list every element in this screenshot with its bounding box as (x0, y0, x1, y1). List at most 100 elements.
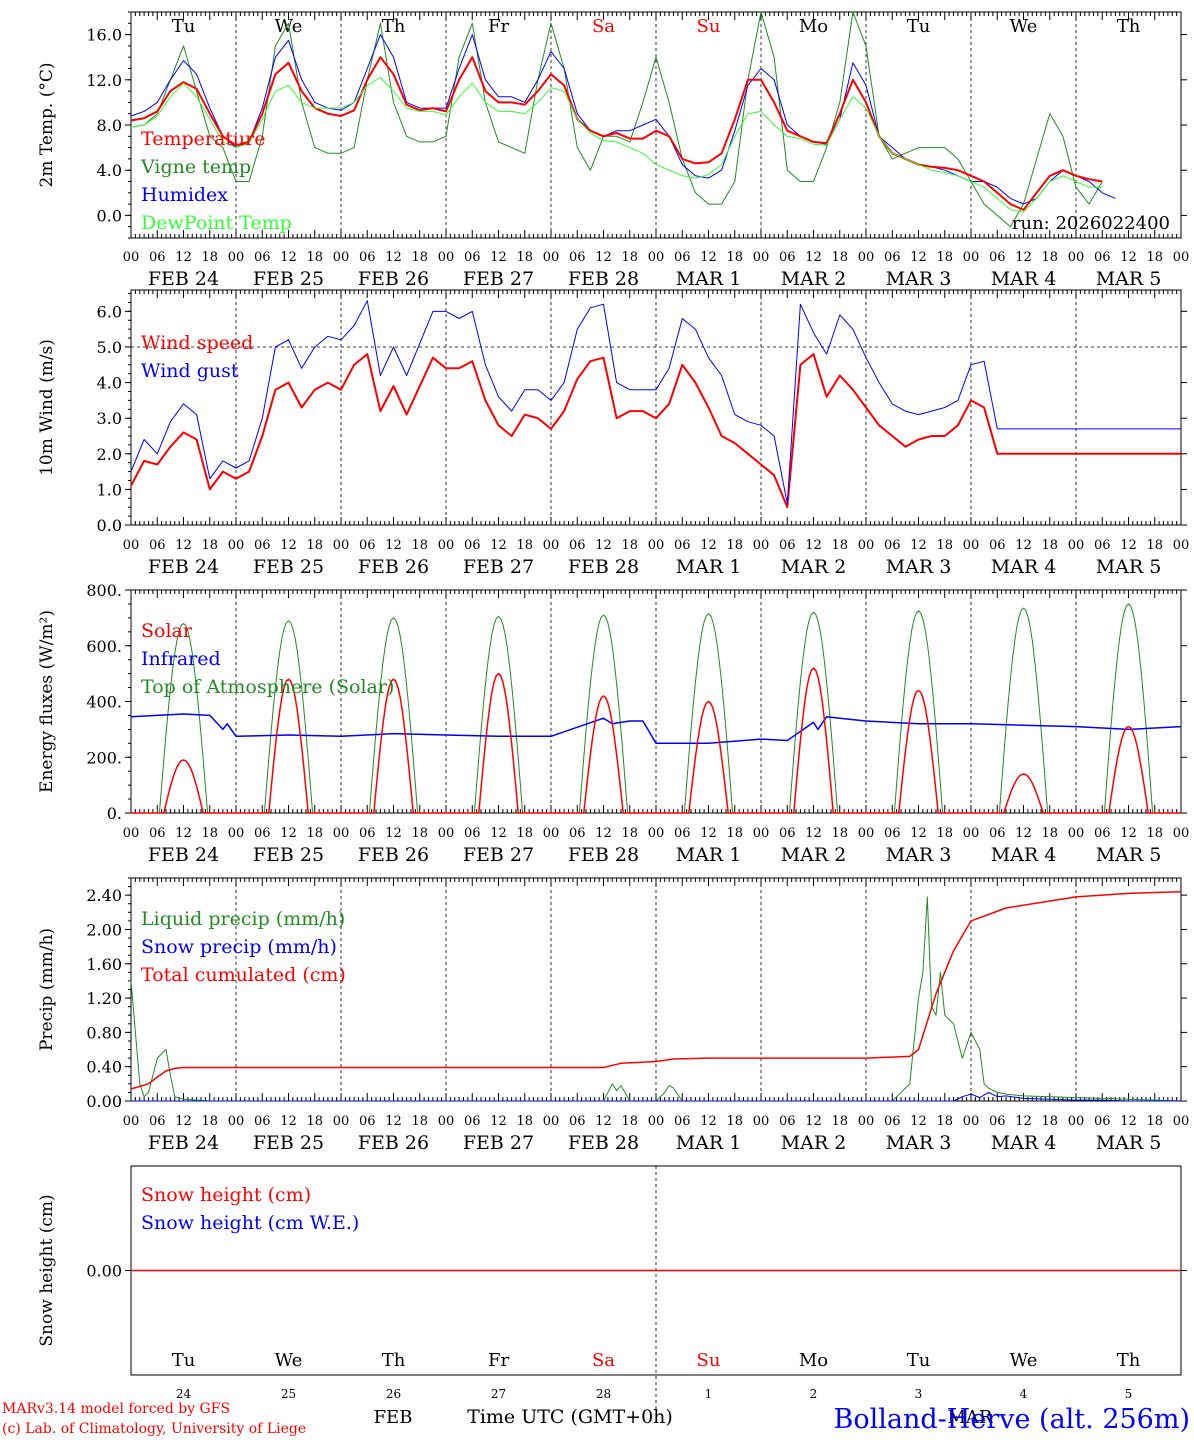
hour-label: 06 (359, 1114, 376, 1129)
station-title: Bolland-Herve (alt. 256m) (834, 1404, 1190, 1435)
hour-label: 00 (1068, 538, 1085, 553)
date-label: FEB 27 (463, 1132, 534, 1154)
hour-label: 00 (1173, 538, 1190, 553)
hour-label: 00 (333, 538, 350, 553)
hour-label: 00 (648, 538, 665, 553)
hour-label: 18 (621, 250, 638, 265)
hour-label: 00 (228, 250, 245, 265)
y-tick-label: 1.60 (86, 955, 122, 974)
legend-entry: Snow height (cm W.E.) (141, 1212, 359, 1234)
series-line (130, 300, 1181, 505)
date-label: FEB 26 (358, 556, 429, 578)
credit-line: MARv3.14 model forced by GFS (2, 1401, 230, 1417)
hour-label: 18 (621, 826, 638, 841)
panel-wind: 0.0 1.0 2.0 3.0 4.0 5.0 6.0 10m Wind (m/s) 00 06 1… (37, 289, 1190, 578)
hour-label: 06 (359, 826, 376, 841)
hour-label: 00 (1068, 826, 1085, 841)
hour-label: 18 (516, 250, 533, 265)
hour-label: 00 (753, 250, 770, 265)
series-line (130, 77, 1103, 213)
hour-label: 12 (1015, 1114, 1032, 1129)
hour-label: 06 (674, 538, 691, 553)
legend-entry: Solar (141, 620, 193, 642)
hour-label: 12 (1120, 250, 1137, 265)
hour-label: 18 (1041, 538, 1058, 553)
hour-label: 00 (648, 1114, 665, 1129)
y-tick-label: 8.0 (97, 116, 122, 135)
hour-label: 00 (963, 538, 980, 553)
hour-label: 06 (779, 826, 796, 841)
hour-label: 06 (149, 826, 166, 841)
hour-label: 12 (490, 826, 507, 841)
hour-label: 18 (936, 538, 953, 553)
hour-label: 12 (910, 538, 927, 553)
series-line (130, 353, 1181, 509)
date-label: FEB 28 (568, 844, 639, 866)
hour-label: 18 (831, 250, 848, 265)
hour-label: 12 (700, 538, 717, 553)
date-label: MAR 2 (781, 556, 847, 578)
hour-label: 12 (280, 826, 297, 841)
hour-label: 12 (595, 538, 612, 553)
hour-label: 18 (1146, 1114, 1163, 1129)
hour-label: 06 (254, 1114, 271, 1129)
hour-label: 18 (936, 1114, 953, 1129)
hour-label: 00 (333, 826, 350, 841)
date-label: MAR 1 (676, 844, 742, 866)
hour-label: 18 (1146, 250, 1163, 265)
date-label: MAR 4 (991, 844, 1057, 866)
x-axis-title: Time UTC (GMT+0h) (467, 1406, 673, 1428)
month-label: MAR (948, 1407, 993, 1428)
weekday-label: We (1010, 1350, 1038, 1371)
hour-label: 12 (910, 250, 927, 265)
hour-label: 00 (753, 538, 770, 553)
weekday-label: Su (697, 16, 721, 37)
series-line (130, 896, 1182, 1102)
hour-label: 12 (385, 250, 402, 265)
legend-entry: Infrared (141, 648, 221, 670)
hour-label: 12 (175, 538, 192, 553)
hour-label: 06 (884, 826, 901, 841)
hour-label: 12 (805, 538, 822, 553)
hour-label: 18 (726, 826, 743, 841)
hour-label: 00 (858, 538, 875, 553)
hour-label: 12 (1015, 538, 1032, 553)
legend-entry: Vigne temp (140, 156, 251, 178)
weekday-label: We (275, 1350, 303, 1371)
weekday-label: Tu (172, 16, 196, 37)
hour-label: 00 (858, 1114, 875, 1129)
hour-label: 12 (490, 250, 507, 265)
hour-label: 18 (201, 826, 218, 841)
date-label: MAR 2 (781, 1132, 847, 1154)
hour-label: 12 (595, 250, 612, 265)
hour-label: 06 (149, 250, 166, 265)
hour-label: 12 (385, 1114, 402, 1129)
legend-entry: Snow height (cm) (141, 1184, 311, 1206)
legend-entry: Wind speed (141, 332, 253, 354)
hour-label: 06 (884, 250, 901, 265)
hour-label: 18 (201, 538, 218, 553)
hour-label: 18 (621, 1114, 638, 1129)
hour-label: 00 (123, 250, 140, 265)
hour-label: 06 (149, 538, 166, 553)
hour-label: 18 (1146, 538, 1163, 553)
y-tick-label: 0.00 (86, 1262, 122, 1281)
panel-frame (130, 589, 1182, 814)
date-label: FEB 24 (148, 1132, 219, 1154)
y-axis-title: Energy fluxes (W/m²) (37, 610, 57, 793)
date-label: MAR 4 (991, 556, 1057, 578)
series-line (131, 667, 1181, 814)
date-label: FEB 28 (568, 268, 639, 290)
weekday-label: Mo (799, 1350, 828, 1371)
hour-label: 06 (569, 250, 586, 265)
weekday-label: Mo (799, 16, 828, 37)
hour-label: 12 (805, 250, 822, 265)
hour-label: 18 (306, 1114, 323, 1129)
series-line (130, 56, 1103, 211)
day-number-label: 24 (176, 1387, 192, 1401)
weekday-label: Sa (592, 16, 615, 37)
hour-label: 12 (805, 1114, 822, 1129)
date-label: MAR 2 (781, 268, 847, 290)
y-tick-label: 12.0 (86, 71, 122, 90)
hour-label: 00 (543, 538, 560, 553)
